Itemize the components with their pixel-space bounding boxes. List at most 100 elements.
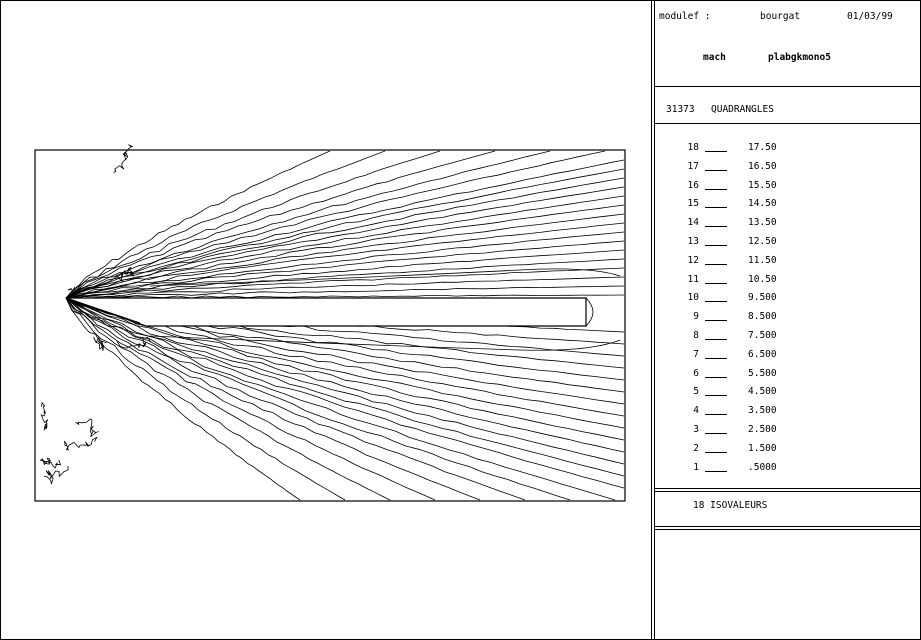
legend-level-index: 12 bbox=[687, 254, 699, 266]
isovalue-contour bbox=[65, 150, 496, 299]
legend-level-value: 11.50 bbox=[748, 254, 777, 266]
legend-line-sample bbox=[705, 376, 727, 378]
isovalue-contour bbox=[93, 337, 107, 351]
isovalue-contour bbox=[65, 150, 331, 299]
legend-level-index: 16 bbox=[687, 179, 699, 191]
legend-level-value: 14.50 bbox=[748, 198, 777, 210]
mesh-element-type: QUADRANGLES bbox=[711, 104, 774, 115]
plate-edge-line bbox=[65, 297, 141, 324]
isovalue-contour bbox=[65, 297, 526, 501]
legend-row: 16 15.50 bbox=[681, 180, 821, 192]
isovalue-contour bbox=[65, 297, 436, 501]
isovalue-contour bbox=[65, 168, 625, 299]
isovalue-contour bbox=[65, 297, 625, 441]
legend-separator-a bbox=[654, 488, 921, 489]
legend-line-sample bbox=[705, 207, 727, 209]
legend-level-value: 16.50 bbox=[748, 160, 777, 172]
isovalue-contour bbox=[65, 297, 625, 465]
legend-level-value: 17.50 bbox=[748, 142, 777, 153]
legend-line-sample bbox=[705, 226, 727, 228]
isovalue-contour bbox=[65, 213, 625, 299]
case-name: plabgkmono5 bbox=[768, 52, 831, 63]
legend-row: 2 1.500 bbox=[681, 443, 821, 455]
legend-row: 1 .5000 bbox=[681, 462, 821, 474]
isovalue-contour bbox=[65, 150, 551, 299]
legend-line-sample bbox=[705, 301, 727, 303]
legend-level-index: 15 bbox=[687, 198, 699, 210]
legend-level-index: 9 bbox=[693, 311, 699, 323]
legend-level-index: 7 bbox=[693, 348, 699, 360]
legend-line-sample bbox=[705, 263, 727, 265]
field-name: mach bbox=[703, 52, 726, 63]
isovalue-contour bbox=[65, 150, 606, 299]
isovalue-contour bbox=[65, 240, 625, 299]
legend-row: 4 3.500 bbox=[681, 405, 821, 417]
isovalue-contour bbox=[65, 297, 301, 501]
isovalue-contour bbox=[40, 401, 49, 431]
software-label: modulef : bbox=[659, 11, 711, 22]
isovalue-contour bbox=[64, 436, 98, 451]
legend-line-sample bbox=[705, 245, 727, 246]
legend-row: 7 6.500 bbox=[681, 349, 821, 361]
mesh-separator bbox=[654, 123, 921, 124]
isovalue-contour bbox=[65, 276, 625, 299]
legend-level-value: .5000 bbox=[748, 461, 777, 473]
legend-level-index: 17 bbox=[687, 160, 699, 172]
legend-row: 8 7.500 bbox=[681, 330, 821, 342]
isovalue-contour bbox=[39, 457, 62, 469]
legend-level-index: 6 bbox=[693, 367, 699, 379]
domain-boundary bbox=[34, 149, 626, 502]
legend-row: 10 9.500 bbox=[681, 292, 821, 304]
legend-line-sample bbox=[705, 395, 727, 397]
isovalue-contour bbox=[75, 418, 99, 437]
isovalue-contour bbox=[65, 297, 346, 501]
isovalue-contour bbox=[65, 297, 391, 501]
legend-line-sample bbox=[705, 320, 727, 322]
legend-level-value: 2.500 bbox=[748, 424, 777, 435]
isovalue-contour bbox=[65, 177, 625, 299]
legend-line-sample bbox=[705, 188, 727, 190]
summary-separator-a bbox=[654, 526, 921, 527]
legend-level-value: 4.500 bbox=[748, 386, 777, 398]
isovalue-contour bbox=[43, 466, 69, 485]
legend-line-sample bbox=[705, 433, 727, 434]
legend-level-index: 11 bbox=[687, 273, 699, 285]
isovalue-contour bbox=[115, 267, 135, 283]
legend-row: 11 10.50 bbox=[681, 274, 821, 286]
legend-level-value: 5.500 bbox=[748, 367, 777, 379]
isovalue-contour bbox=[65, 195, 625, 299]
header-separator bbox=[654, 86, 921, 87]
isovalue-contour bbox=[65, 297, 616, 501]
legend-row: 3 2.500 bbox=[681, 424, 821, 436]
legend-row: 18 17.50 bbox=[681, 142, 821, 154]
legend-level-value: 8.500 bbox=[748, 311, 777, 323]
isovalue-contour bbox=[116, 337, 152, 349]
legend-level-value: 7.500 bbox=[748, 330, 777, 341]
legend-level-index: 3 bbox=[693, 424, 699, 435]
legend-level-value: 13.50 bbox=[748, 217, 777, 229]
isovalue-contour bbox=[65, 297, 625, 477]
plate-tip-wake bbox=[585, 297, 594, 327]
legend-row: 15 14.50 bbox=[681, 198, 821, 210]
legend-level-value: 10.50 bbox=[748, 273, 777, 285]
isovalue-contour bbox=[65, 258, 625, 299]
legend-line-sample bbox=[705, 451, 727, 453]
isovalue-contour bbox=[65, 267, 625, 299]
isovalue-contour bbox=[65, 297, 571, 501]
legend-row: 9 8.500 bbox=[681, 311, 821, 323]
legend-level-index: 8 bbox=[693, 330, 699, 341]
legend-row: 6 5.500 bbox=[681, 368, 821, 380]
legend-row: 17 16.50 bbox=[681, 161, 821, 173]
legend-level-index: 5 bbox=[693, 386, 699, 398]
isovalue-contour bbox=[65, 150, 386, 299]
legend-level-index: 14 bbox=[687, 217, 699, 229]
isovalue-contour bbox=[65, 297, 625, 489]
isovalue-contour bbox=[65, 231, 625, 299]
legend-level-index: 18 bbox=[687, 142, 699, 153]
legend-level-value: 3.500 bbox=[748, 405, 777, 417]
isovalue-summary: 18 ISOVALEURS bbox=[693, 500, 768, 511]
panel-divider-inner bbox=[654, 0, 655, 640]
summary-separator-b bbox=[654, 529, 921, 530]
isovalue-contour bbox=[65, 249, 625, 299]
